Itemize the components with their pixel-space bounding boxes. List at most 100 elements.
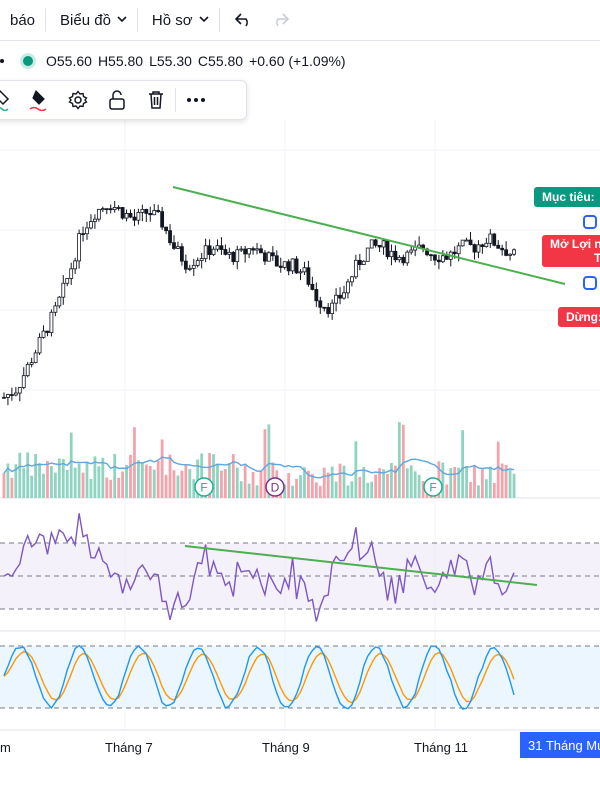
market-status-icon[interactable]: [20, 53, 36, 69]
volume-bar: [50, 466, 53, 498]
volume-bar: [216, 463, 219, 498]
candle-body: [294, 258, 299, 274]
profile-menu-button[interactable]: Hồ sơ: [138, 0, 219, 40]
candle-body: [215, 245, 220, 250]
volume-bar: [129, 454, 132, 498]
candle-body: [203, 245, 208, 259]
candle-body: [223, 249, 228, 255]
volume-bar: [303, 467, 306, 498]
volume-bar: [200, 453, 204, 498]
candle-body: [409, 249, 414, 253]
volume-bar: [140, 462, 144, 498]
event-marker-d[interactable]: D: [265, 477, 285, 497]
candle-body: [93, 218, 97, 222]
volume-bar: [168, 454, 172, 498]
event-marker-f-2[interactable]: F: [423, 477, 443, 497]
volume-bar: [196, 459, 200, 498]
candle-body: [49, 311, 54, 333]
redo-icon[interactable]: [262, 0, 298, 40]
candle-body: [168, 230, 172, 244]
target-label[interactable]: Mục tiêu:: [534, 187, 600, 207]
volume-bar: [346, 485, 350, 498]
candle-body: [176, 246, 180, 249]
open-pl-label-text: Mở Lợi n: [550, 237, 600, 251]
volume-bar: [172, 470, 176, 498]
candle-body: [393, 250, 398, 261]
volume-bar: [386, 473, 389, 498]
volume-bar: [259, 470, 263, 498]
position-handle-icon[interactable]: [583, 215, 597, 229]
volume-bar: [299, 475, 302, 498]
candle-body: [37, 336, 42, 354]
event-marker-f-1[interactable]: F: [194, 477, 214, 497]
volume-bar: [480, 469, 484, 498]
candle-body: [298, 271, 303, 274]
volume-bar: [93, 456, 97, 498]
candle-body: [235, 249, 240, 263]
position-handle-icon[interactable]: [583, 276, 597, 290]
volume-bar: [10, 477, 14, 498]
volume-bar: [243, 465, 247, 498]
volume-bar: [334, 481, 338, 498]
volume-bar: [409, 465, 413, 498]
chart-menu-button[interactable]: Biểu đồ: [46, 0, 137, 40]
volume-bar: [109, 479, 113, 498]
volume-bar: [113, 453, 117, 498]
candle-body: [338, 294, 342, 299]
volume-bar: [314, 482, 318, 498]
paint-bucket-icon[interactable]: [19, 81, 58, 119]
volume-bar: [322, 467, 326, 498]
rsi-trendline[interactable]: [184, 545, 538, 586]
candle-body: [112, 207, 117, 211]
volume-bar: [318, 486, 322, 498]
price-trendline[interactable]: [172, 186, 566, 285]
candle-body: [464, 239, 469, 242]
volume-bar: [441, 462, 445, 498]
candle-body: [128, 213, 133, 218]
stop-label[interactable]: Dừng:: [558, 307, 600, 327]
volume-bar: [449, 468, 453, 498]
open-pl-label[interactable]: Mở Lợi n Tỷ: [542, 235, 600, 267]
candle-body: [104, 208, 109, 211]
undo-icon[interactable]: [226, 0, 262, 40]
candle-body: [85, 227, 89, 235]
trash-icon[interactable]: [136, 81, 175, 119]
volume-bar: [26, 452, 30, 498]
candle-body: [496, 244, 501, 249]
volume-bar: [338, 463, 342, 498]
volume-bar: [267, 424, 271, 498]
volume-bar: [6, 463, 10, 498]
volume-bar: [42, 473, 45, 498]
x-axis-label: Tháng 9: [262, 740, 310, 755]
gear-icon[interactable]: [58, 81, 97, 119]
unlock-icon[interactable]: [97, 81, 136, 119]
ohlc-high: H55.80: [97, 53, 144, 69]
volume-bar: [144, 464, 148, 498]
candle-body: [346, 281, 350, 294]
volume-bar: [394, 465, 397, 498]
candle-body: [472, 244, 477, 253]
candle-body: [373, 239, 378, 246]
candle-body: [81, 233, 85, 236]
candle-body: [57, 296, 62, 307]
crosshair-date-label: 31 Tháng Mười: [520, 732, 600, 758]
volume-bar: [310, 474, 314, 498]
candle-body: [17, 387, 22, 394]
more-icon[interactable]: [176, 81, 215, 119]
candle-body: [433, 254, 437, 261]
paint-bucket-icon[interactable]: [0, 81, 19, 119]
x-axis-label: Tháng 7: [105, 740, 153, 755]
rsi-line: [3, 513, 515, 622]
volume-bar: [14, 464, 18, 498]
topbar-item-partial[interactable]: báo: [0, 0, 45, 40]
candle-body: [282, 261, 287, 268]
x-axis-label: m: [0, 740, 11, 755]
candle-body: [61, 282, 66, 298]
candle-body: [322, 306, 327, 309]
drawing-toolbox: [0, 80, 247, 120]
volume-bar: [488, 466, 492, 498]
volume-bar: [101, 457, 105, 498]
candle-body: [369, 239, 374, 249]
candle-body: [342, 292, 346, 299]
